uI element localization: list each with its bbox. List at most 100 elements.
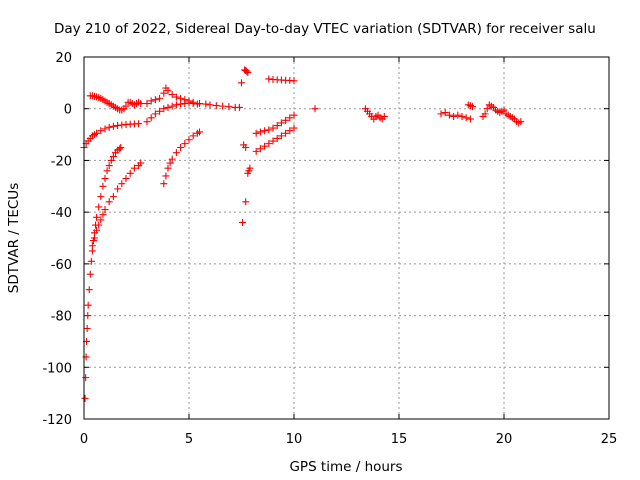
data-point bbox=[118, 180, 126, 188]
data-point bbox=[286, 127, 294, 135]
data-point bbox=[160, 105, 168, 113]
data-point bbox=[261, 142, 269, 150]
data-point bbox=[185, 97, 193, 105]
data-point bbox=[380, 112, 388, 120]
data-point bbox=[130, 164, 138, 172]
data-point bbox=[196, 128, 203, 136]
y-tick-label: -20 bbox=[51, 154, 72, 169]
y-tick-label: 20 bbox=[55, 51, 72, 66]
data-point bbox=[290, 124, 298, 132]
data-point bbox=[265, 140, 273, 148]
data-point bbox=[156, 107, 164, 115]
data-point bbox=[93, 213, 101, 221]
data-point bbox=[168, 102, 176, 110]
data-point bbox=[101, 125, 109, 133]
data-point bbox=[85, 286, 93, 294]
data-point bbox=[81, 394, 89, 402]
data-point bbox=[189, 98, 197, 106]
data-point bbox=[238, 79, 245, 87]
y-tick-label: -40 bbox=[51, 206, 72, 221]
data-point bbox=[189, 132, 197, 140]
data-point bbox=[481, 110, 489, 118]
data-point bbox=[196, 100, 203, 108]
data-point bbox=[466, 115, 474, 123]
data-point bbox=[109, 122, 117, 130]
data-point bbox=[93, 129, 101, 137]
data-point bbox=[109, 193, 117, 201]
data-point bbox=[84, 312, 92, 320]
data-point bbox=[86, 270, 94, 278]
data-point bbox=[105, 123, 113, 131]
data-point bbox=[437, 110, 445, 118]
data-point bbox=[282, 129, 290, 137]
x-tick-label: 0 bbox=[80, 432, 88, 447]
data-point bbox=[273, 134, 281, 142]
data-point bbox=[172, 93, 180, 101]
series-cluster-near-17.5 bbox=[437, 109, 474, 123]
data-point bbox=[97, 216, 105, 224]
data-point bbox=[252, 129, 260, 137]
series-cluster-near-19.5 bbox=[479, 101, 525, 127]
data-point bbox=[116, 145, 124, 153]
data-point bbox=[181, 96, 189, 104]
data-point bbox=[122, 175, 130, 183]
data-point bbox=[246, 164, 254, 172]
data-point bbox=[244, 69, 252, 77]
data-point bbox=[117, 144, 125, 151]
data-point bbox=[105, 162, 113, 170]
data-point bbox=[164, 164, 172, 172]
data-point bbox=[450, 112, 458, 120]
series-isolated-near-11 bbox=[311, 105, 319, 113]
y-ticks: -120 -100 -80 -60 -40 -20 0 20 bbox=[42, 51, 609, 428]
data-point bbox=[156, 94, 164, 102]
y-tick-label: -60 bbox=[51, 258, 72, 273]
data-point bbox=[243, 67, 251, 75]
data-point bbox=[99, 211, 107, 219]
data-point bbox=[202, 100, 210, 108]
data-point bbox=[462, 114, 470, 122]
data-point bbox=[290, 77, 298, 85]
data-point bbox=[87, 257, 95, 265]
x-axis-label: GPS time / hours bbox=[289, 459, 402, 475]
x-ticks: 0 5 10 15 20 25 bbox=[80, 57, 617, 447]
data-point bbox=[458, 112, 466, 120]
data-point bbox=[101, 175, 109, 183]
data-point bbox=[103, 167, 111, 175]
series-late-middle-arc bbox=[252, 111, 298, 137]
data-point bbox=[160, 89, 168, 97]
data-point bbox=[290, 111, 298, 119]
data-point bbox=[206, 101, 214, 109]
x-tick-label: 10 bbox=[286, 432, 303, 447]
data-point bbox=[137, 100, 145, 108]
data-point bbox=[454, 111, 462, 119]
data-point bbox=[88, 242, 96, 250]
data-point bbox=[97, 127, 105, 135]
data-point bbox=[219, 102, 227, 110]
data-point bbox=[168, 155, 176, 163]
series-early-upper-arc bbox=[80, 120, 143, 151]
x-tick-label: 25 bbox=[601, 432, 618, 447]
data-point bbox=[445, 111, 453, 119]
data-point bbox=[137, 159, 145, 167]
data-point bbox=[147, 114, 155, 122]
data-point bbox=[166, 159, 174, 167]
data-point bbox=[172, 101, 180, 109]
y-tick-label: -100 bbox=[42, 361, 72, 376]
data-point bbox=[105, 198, 113, 206]
series-top-left-peak bbox=[241, 66, 252, 77]
data-point bbox=[185, 136, 193, 144]
data-point bbox=[83, 325, 91, 332]
data-point bbox=[97, 193, 105, 201]
x-tick-label: 15 bbox=[391, 432, 408, 447]
data-point bbox=[107, 156, 115, 164]
data-point bbox=[225, 103, 233, 111]
data-point bbox=[286, 114, 294, 122]
data-point bbox=[265, 126, 273, 134]
series-mid-lower-arc bbox=[160, 128, 203, 188]
data-point bbox=[273, 122, 281, 130]
data-point bbox=[177, 144, 185, 151]
data-point bbox=[143, 100, 151, 108]
data-point bbox=[160, 180, 168, 188]
data-point bbox=[162, 172, 170, 180]
